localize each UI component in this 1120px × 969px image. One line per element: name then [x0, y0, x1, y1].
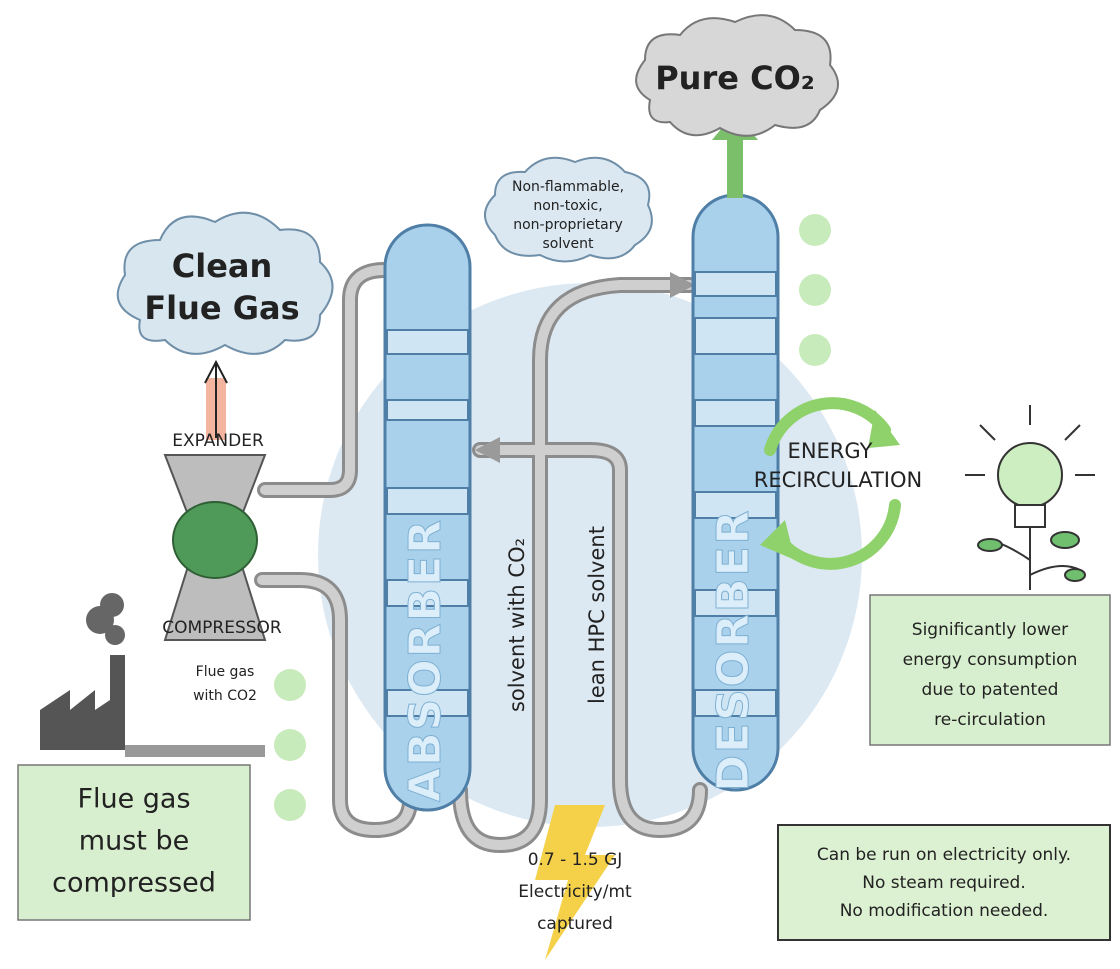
note-text: due to patented	[922, 680, 1059, 700]
label: EXPANDER	[172, 431, 264, 451]
absorber-column	[383, 223, 472, 812]
dots	[274, 214, 831, 821]
note-text: No modification needed.	[840, 901, 1049, 921]
factory	[40, 593, 265, 757]
note-box	[869, 594, 1111, 746]
note-text: No steam required.	[862, 873, 1026, 893]
arrow-head	[760, 520, 795, 560]
arrow-head	[868, 410, 900, 448]
label: Electricity/mt	[518, 882, 632, 902]
label: with CO2	[193, 688, 257, 704]
cloud-label: Clean	[172, 247, 273, 285]
cloud-label: Flue Gas	[144, 289, 299, 327]
flow-label: solvent with CO₂	[505, 538, 529, 712]
note-text: energy consumption	[903, 650, 1078, 670]
desorber-column	[691, 193, 780, 792]
lightning	[535, 805, 615, 960]
cloud-label: Non-flammable,	[512, 179, 624, 195]
note-box	[777, 824, 1111, 941]
cloud-label: non-proprietary	[513, 217, 623, 233]
cloud-label: Pure CO₂	[655, 59, 815, 97]
clean-gas-arrow	[204, 359, 228, 440]
cloud-label: solvent	[542, 236, 594, 252]
solvent-cloud	[484, 156, 653, 263]
label: 0.7 - 1.5 GJ	[528, 850, 623, 870]
column-label: ABSORBER	[400, 518, 451, 802]
note-box	[17, 764, 251, 921]
note-text: must be	[79, 826, 189, 857]
recirculation-arrows	[764, 397, 901, 570]
label: captured	[537, 914, 613, 934]
note-text: Significantly lower	[912, 620, 1068, 640]
column-label: DESORBER	[708, 508, 759, 791]
note-text: Flue gas	[77, 784, 190, 815]
turbo-machine	[163, 454, 267, 641]
clean-gas-cloud	[116, 211, 334, 355]
label: COMPRESSOR	[162, 618, 282, 638]
cloud-label: non-toxic,	[533, 198, 602, 214]
label: ENERGY	[788, 439, 873, 463]
pipes	[254, 262, 708, 853]
note-text: Can be run on electricity only.	[817, 845, 1071, 865]
label: Flue gas	[196, 664, 255, 680]
label: RECIRCULATION	[754, 468, 922, 492]
note-text: compressed	[52, 868, 216, 899]
co2-cloud	[635, 14, 839, 137]
light-bulb	[965, 405, 1095, 590]
flow-label: lean HPC solvent	[585, 526, 609, 704]
note-text: re-circulation	[934, 710, 1046, 730]
